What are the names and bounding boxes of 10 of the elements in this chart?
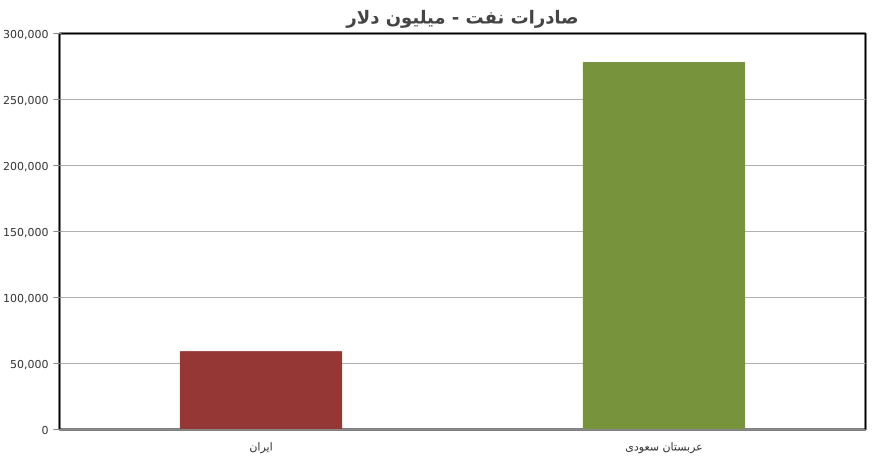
y-tick-label: 300,000 [3,28,49,41]
y-tick-label: 100,000 [3,292,49,305]
y-tick-label: 0 [42,424,48,437]
chart-title: صادرات نفت - میلیون دلار [345,8,579,28]
y-tick-label: 150,000 [3,226,49,239]
x-tick-label: عربستان سعودی [625,440,703,454]
x-tick-label: ایران [249,440,273,454]
y-tick-label: 50,000 [10,358,49,371]
y-tick-label: 200,000 [3,160,49,173]
y-tick-label: 250,000 [3,94,49,107]
